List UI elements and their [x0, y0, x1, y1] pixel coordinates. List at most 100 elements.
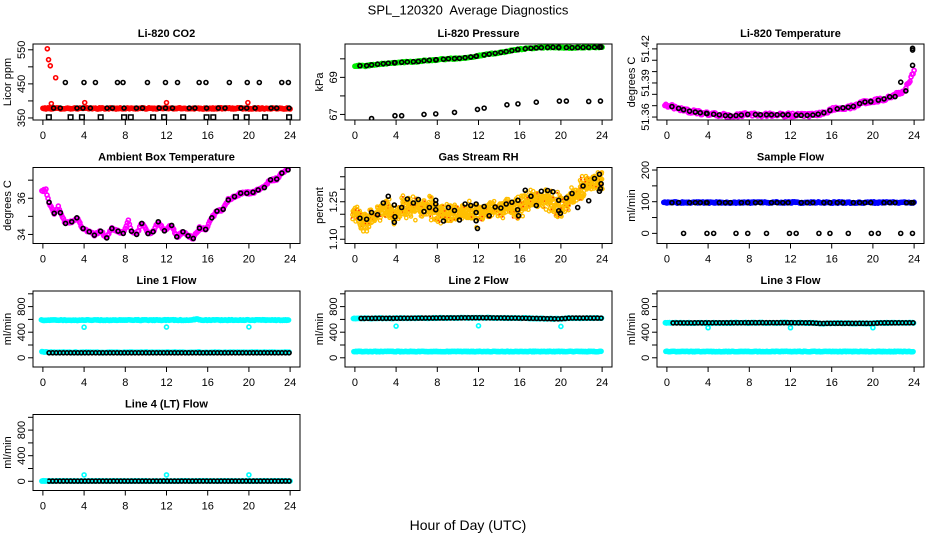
data-point: [909, 45, 916, 52]
cloud-point: [379, 215, 382, 218]
data-point: [669, 103, 675, 110]
data-point: [87, 105, 94, 111]
cloud-point: [444, 216, 446, 219]
cloud-point: [566, 207, 571, 213]
cloud-point: [456, 205, 459, 208]
data-point: [910, 199, 916, 206]
x-tick-label: 8: [434, 254, 440, 266]
data-point: [881, 96, 887, 102]
x-tick-label: 12: [160, 130, 172, 142]
y-tick-label: 200: [640, 161, 652, 179]
data-point: [474, 225, 481, 232]
y-tick-label: 550: [16, 41, 28, 59]
data-point: [733, 230, 739, 237]
data-point: [456, 55, 463, 62]
data-point: [827, 107, 833, 114]
x-tick-label: 16: [202, 254, 214, 266]
series-co2-black-low: [45, 114, 293, 120]
data-point: [161, 114, 168, 120]
cloud-point: [529, 202, 535, 208]
data-point: [222, 105, 228, 111]
data-point: [48, 100, 55, 107]
data-point: [597, 98, 604, 104]
y-tick-label: 100: [640, 193, 652, 211]
data-point: [804, 112, 810, 119]
data-point: [46, 199, 52, 206]
x-tick-label: 12: [784, 377, 796, 389]
data-point: [827, 230, 833, 237]
x-tick-label: 12: [160, 377, 172, 389]
data-point: [563, 98, 570, 104]
data-point: [744, 199, 751, 206]
data-point: [374, 211, 381, 218]
data-point: [850, 199, 857, 206]
data-point: [202, 226, 209, 233]
data-point: [557, 210, 564, 217]
cloud-point: [423, 200, 426, 202]
cloud-point: [354, 209, 357, 211]
cloud-point: [355, 217, 358, 219]
data-point: [237, 190, 244, 196]
y-tick-label: 69: [328, 71, 340, 83]
data-point: [868, 98, 874, 105]
data-point: [278, 79, 285, 86]
x-tick-label: 12: [472, 377, 484, 389]
data-point: [109, 225, 115, 232]
data-point: [410, 200, 417, 206]
data-point: [196, 225, 203, 231]
x-tick-label: 12: [784, 130, 796, 142]
series-line2-low-continuous: [351, 348, 604, 355]
data-point: [897, 79, 904, 85]
data-point: [445, 55, 452, 62]
x-tick-label: 16: [202, 130, 214, 142]
y-axis-label: ml/min: [2, 313, 14, 345]
x-axis: 0 4 8 12 16 20 24: [40, 243, 296, 266]
x-tick-label: 4: [705, 377, 711, 389]
series-licor-temp-black-late: [868, 45, 916, 105]
data-point: [168, 222, 175, 229]
data-point: [558, 323, 564, 330]
data-point: [785, 199, 791, 206]
data-point: [250, 189, 256, 196]
series-line3-low-continuous: [663, 348, 916, 355]
data-point: [467, 202, 474, 209]
data-point: [162, 79, 169, 86]
data-point: [722, 199, 729, 206]
data-point: [862, 199, 868, 206]
data-point: [515, 101, 521, 107]
data-point: [357, 62, 363, 69]
x-axis: 0 4 8 12 16 20 24: [664, 367, 920, 389]
data-point: [598, 180, 604, 187]
x-tick-label: 16: [826, 130, 838, 142]
x-tick-label: 0: [40, 377, 46, 389]
data-point: [569, 44, 575, 51]
data-point: [421, 208, 427, 215]
plot-area: [39, 472, 293, 484]
data-point: [515, 212, 522, 219]
data-point: [563, 44, 570, 51]
data-point: [368, 115, 375, 120]
data-point: [261, 184, 268, 191]
data-point: [363, 62, 370, 69]
cloud-point: [429, 215, 432, 218]
data-point: [785, 111, 791, 118]
data-point: [451, 55, 458, 62]
data-point: [757, 111, 764, 118]
data-point: [133, 231, 140, 238]
y-tick-label: 0: [640, 230, 652, 236]
data-point: [432, 206, 439, 213]
cloud-point: [429, 195, 434, 200]
data-point: [80, 225, 86, 232]
cloud-point: [523, 206, 529, 212]
x-tick-label: 20: [243, 254, 255, 266]
series-line1-high-continuous: [38, 316, 292, 324]
data-point: [768, 111, 775, 118]
data-point: [692, 109, 699, 115]
data-point: [738, 199, 745, 206]
data-point: [538, 188, 545, 195]
y-axis-label: degrees C: [626, 57, 638, 108]
data-point: [62, 79, 69, 86]
